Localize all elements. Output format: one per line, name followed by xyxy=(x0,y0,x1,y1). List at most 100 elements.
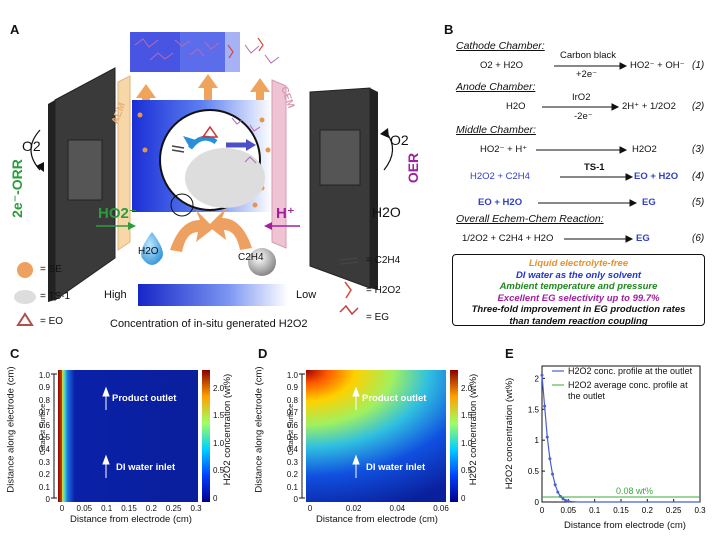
panel-c-colorbar xyxy=(202,370,210,502)
cem-membrane xyxy=(271,79,287,249)
panel-e-y-tick-label: 0 xyxy=(535,498,540,507)
ts1-legend-icon xyxy=(14,290,36,304)
panel-d-product-label: Product outlet xyxy=(362,393,427,404)
eq1-catalyst: Carbon black xyxy=(560,50,616,61)
legend-h2o2: = H2O2 xyxy=(366,285,401,296)
middle-header: Middle Chamber: xyxy=(456,124,536,136)
eq3-lhs: HO2⁻ + H⁺ xyxy=(480,144,528,155)
panel-c-x-tick: 0.3 xyxy=(190,504,202,513)
legend-eo: = EO xyxy=(40,316,64,327)
legend-eg: = EG xyxy=(366,312,390,323)
legend-ts1: = TS-1 xyxy=(40,291,71,302)
panel-d-cbar-tick: 1.5 xyxy=(461,411,473,421)
eq5-lhs: EO + H2O xyxy=(478,197,523,208)
eq1-number: (1) xyxy=(692,60,705,71)
panel-d-cbar-tick: 0.5 xyxy=(461,466,473,476)
panel-d-colorbar xyxy=(450,370,458,502)
summary-line-3: Ambient temperature and pressure xyxy=(499,281,658,292)
summary-box: Liquid electrolyte-free DI water as the … xyxy=(452,254,705,327)
o2-left-label: O2 xyxy=(22,138,41,154)
panel-c-heatmap xyxy=(51,370,210,502)
panel-c-x-tick: 0.2 xyxy=(145,504,157,513)
panel-d-y-tick: 0.9 xyxy=(286,383,298,393)
eq1-electrons: +2e⁻ xyxy=(576,69,598,80)
summary-line-6: than tandem reaction coupling xyxy=(509,315,648,327)
panel-e-series-outlet-point xyxy=(543,404,547,408)
panel-c-y-tick: 0.9 xyxy=(38,383,50,393)
eo-legend-icon xyxy=(16,312,34,326)
panel-e-y-tick-label: 1 xyxy=(535,436,540,445)
panel-d-y-tick: 0.3 xyxy=(286,457,298,467)
panel-e-series-outlet-point xyxy=(548,457,552,461)
panel-c-y-tick: 0 xyxy=(45,495,50,504)
overall-header: Overall Echem-Chem Reaction: xyxy=(456,213,604,225)
scale-caption: Concentration of in-situ generated H2O2 xyxy=(110,318,308,330)
eq4-lhs: H2O2 + C2H4 xyxy=(470,171,530,182)
panel-d-heatmap xyxy=(299,370,458,502)
panel-e-y-tick-label: 2 xyxy=(535,374,540,383)
hplus-label: H⁺ xyxy=(276,205,295,222)
panel-e-series-outlet-point xyxy=(540,373,544,377)
panel-e-series-outlet-point xyxy=(545,435,549,439)
panel-c-cbar-tick: 0 xyxy=(213,494,218,503)
panel-c-y-tick: 0.4 xyxy=(38,445,50,455)
panel-e-x-tick-label: 0.1 xyxy=(589,506,601,515)
panel-e-series-outlet-point xyxy=(553,483,557,487)
eq4-rhs: EO + H2O xyxy=(634,171,679,182)
panel-e-legend-2: H2O2 average conc. profile at the outlet xyxy=(568,380,688,401)
panel-e-series-outlet-point xyxy=(556,490,560,494)
eq1-lhs: O2 + H2O xyxy=(480,60,524,71)
panel-e-x-tick-label: 0.15 xyxy=(613,506,629,515)
concentration-scale-bar xyxy=(138,284,288,306)
scale-high-label: High xyxy=(104,289,127,301)
aem-membrane xyxy=(117,75,131,251)
summary-line-5: Three-fold improvement in EG production … xyxy=(471,304,686,315)
panel-e-x-tick-label: 0.3 xyxy=(694,506,706,515)
panel-d-x-tick: 0.02 xyxy=(345,504,362,513)
panel-e-series-outlet-point xyxy=(566,499,570,503)
panel-c-x-tick: 0.05 xyxy=(76,504,93,513)
panel-c-x-tick: 0 xyxy=(59,504,65,513)
panel-c-cbar-tick: 1.5 xyxy=(213,411,225,421)
eq4-catalyst: TS-1 xyxy=(584,162,605,173)
eq4-number: (4) xyxy=(692,171,705,182)
panel-d-y-tick: 0.5 xyxy=(286,433,298,442)
eq1-rhs: HO2⁻ + OH⁻ xyxy=(630,60,685,71)
panel-e-x-tick-label: 0.05 xyxy=(561,506,577,515)
ho2-label: HO2⁻ xyxy=(98,205,137,222)
panel-d-inlet-label: DI water inlet xyxy=(366,462,426,473)
panel-label-a: A xyxy=(10,22,20,37)
ethylene-ball xyxy=(248,248,276,276)
panel-label-b: B xyxy=(444,22,454,37)
panel-e-series-outlet-point xyxy=(551,472,555,476)
c2h4-inflow-arrow xyxy=(208,208,252,250)
water-droplet xyxy=(141,232,163,265)
eq2-catalyst: IrO2 xyxy=(572,92,591,103)
panel-c-product-label: Product outlet xyxy=(112,393,177,404)
h2o2-legend-icon xyxy=(344,281,352,299)
panel-label-c: C xyxy=(10,346,20,361)
anode-header: Anode Chamber: xyxy=(456,81,536,93)
eq2-electrons: -2e⁻ xyxy=(574,111,593,122)
panel-e-legend-1: H2O2 conc. profile at the outlet xyxy=(568,366,693,376)
eg-legend-icon xyxy=(339,304,359,316)
scale-low-label: Low xyxy=(296,289,317,301)
o2-right-label: O2 xyxy=(390,132,409,148)
panel-c-field xyxy=(58,370,198,502)
panel-e-x-tick-label: 0.2 xyxy=(642,506,654,515)
panel-a-illustration xyxy=(14,32,394,326)
panel-c-cbar-tick: 1.0 xyxy=(213,438,225,448)
summary-line-1: Liquid electrolyte-free xyxy=(528,258,629,269)
summary-line-2: DI water as the only solvent xyxy=(515,269,642,281)
panel-c-y-tick: 0.5 xyxy=(38,433,50,442)
up-arrow-mid xyxy=(198,74,218,102)
panel-label-e: E xyxy=(505,346,514,361)
panel-e-y-tick-label: 1.5 xyxy=(528,405,540,414)
panel-d-y-tick: 0 xyxy=(293,495,298,504)
eq6-number: (6) xyxy=(692,233,705,244)
panel-c-inlet-label: DI water inlet xyxy=(116,462,176,473)
eq5-rhs: EG xyxy=(642,197,656,208)
panel-c-x-tick: 0.25 xyxy=(165,504,182,513)
panel-c-y-tick: 0.2 xyxy=(38,470,50,480)
